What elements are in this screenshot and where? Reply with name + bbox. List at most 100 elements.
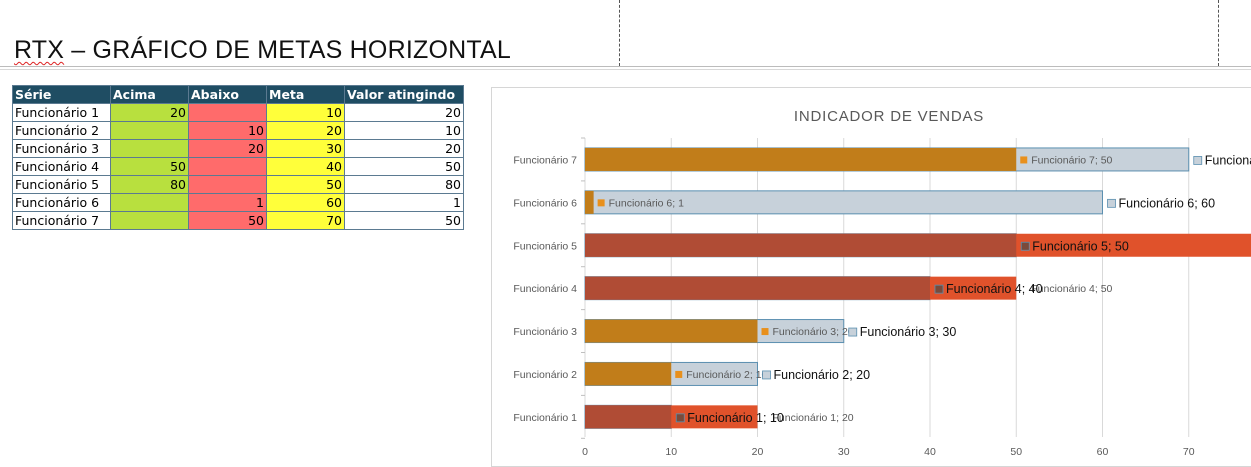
x-tick-label: 20 (752, 446, 764, 458)
data-label-large: Funcionário 2; 20 (774, 368, 871, 382)
serie-cell: Funcionário 4 (12, 157, 111, 176)
data-label-small: Funcionário 6; 1 (609, 197, 684, 209)
abaixo-cell (188, 175, 267, 194)
x-tick-label: 30 (838, 446, 850, 458)
bar-abaixo (585, 147, 1017, 171)
acima-cell: 50 (110, 157, 189, 176)
meta-cell: 30 (266, 139, 345, 158)
chart-title: INDICADOR DE VENDAS (794, 108, 984, 125)
x-tick-label: 0 (582, 446, 588, 458)
serie-cell: Funcionário 6 (12, 193, 111, 212)
data-label-marker (934, 284, 944, 294)
table-row: Funcionário 5 80 50 80 (12, 175, 464, 194)
valor-cell: 1 (344, 193, 464, 212)
data-label-large: Funcionário 3; 30 (860, 325, 957, 339)
data-label-marker (1193, 156, 1203, 165)
x-tick-label: 10 (665, 446, 677, 458)
data-label-marker (848, 327, 858, 337)
data-label-marker (1107, 198, 1116, 208)
bar-abaixo (585, 190, 594, 214)
acima-cell (110, 121, 189, 140)
header-acima: Acima (110, 85, 189, 104)
valor-cell: 10 (344, 121, 464, 140)
acima-cell (110, 193, 189, 212)
table-row: Funcionário 1 20 10 20 (12, 103, 464, 122)
x-tick-label: 40 (924, 446, 936, 458)
data-label-small: Funcionário 1; 20 (773, 412, 854, 424)
abaixo-cell: 1 (188, 193, 267, 212)
data-label-small: Funcionário 4; 50 (1031, 283, 1112, 295)
acima-cell: 80 (110, 175, 189, 194)
data-label-large: Funcionário 7 (1205, 153, 1251, 167)
abaixo-cell (188, 157, 267, 176)
header-serie: Série (12, 85, 111, 104)
table-row: Funcionário 6 1 60 1 (12, 193, 464, 212)
table-row: Funcionário 4 50 40 50 (12, 157, 464, 176)
valor-cell: 50 (344, 157, 464, 176)
table-row: Funcionário 3 20 30 20 (12, 139, 464, 158)
meta-cell: 40 (266, 157, 345, 176)
serie-cell: Funcionário 3 (12, 139, 111, 158)
data-label-large: Funcionário 1; 10 (687, 411, 784, 425)
meta-cell: 50 (266, 175, 345, 194)
acima-cell (110, 139, 189, 158)
category-label: Funcionário 4 (513, 283, 577, 295)
bar-valor-atingindo (585, 233, 1017, 257)
serie-cell: Funcionário 2 (12, 121, 111, 140)
table-row: Funcionário 7 50 70 50 (12, 211, 464, 230)
acima-cell: 20 (110, 103, 189, 122)
abaixo-cell: 20 (188, 139, 267, 158)
data-label-marker (762, 370, 771, 380)
header-valor: Valor atingindo (344, 85, 464, 104)
category-label: Funcionário 1 (513, 412, 577, 424)
meta-cell: 10 (266, 103, 345, 122)
header-abaixo: Abaixo (188, 85, 267, 104)
x-tick-label: 70 (1183, 446, 1195, 458)
data-label-marker (675, 413, 685, 423)
bar-abaixo (585, 319, 758, 343)
bar-valor-atingindo (585, 276, 930, 300)
valor-cell: 80 (344, 175, 464, 194)
valor-cell: 50 (344, 211, 464, 230)
goals-table: Série Acima Abaixo Meta Valor atingindo … (12, 85, 464, 230)
bar-chart: INDICADOR DE VENDAS 0 10 20 30 40 50 60 70 Funci… (513, 108, 1251, 458)
abaixo-cell: 50 (188, 211, 267, 230)
page-break-line (619, 0, 620, 66)
table-header-row: Série Acima Abaixo Meta Valor atingindo (12, 85, 464, 104)
data-label-large: Funcionário 4; 40 (946, 282, 1043, 296)
data-label-large: Funcionário 5; 50 (1032, 239, 1129, 253)
valor-cell: 20 (344, 103, 464, 122)
data-label-marker (1020, 156, 1028, 164)
x-tick-label: 60 (1097, 446, 1109, 458)
category-label: Funcionário 5 (513, 240, 577, 252)
header-meta: Meta (266, 85, 345, 104)
bar-abaixo (585, 362, 672, 386)
abaixo-cell: 10 (188, 121, 267, 140)
table-row: Funcionário 2 10 20 10 (12, 121, 464, 140)
serie-cell: Funcionário 7 (12, 211, 111, 230)
acima-cell (110, 211, 189, 230)
category-label: Funcionário 3 (513, 326, 577, 338)
data-label-small: Funcionário 3; 20 (773, 326, 854, 338)
data-label-marker (761, 328, 769, 336)
category-label: Funcionário 2 (513, 369, 577, 381)
meta-cell: 70 (266, 211, 345, 230)
page-title: RTX – GRÁFICO DE METAS HORIZONTAL (14, 36, 511, 65)
meta-cell: 60 (266, 193, 345, 212)
data-label-large: Funcionário 6; 60 (1119, 196, 1216, 210)
x-tick-label: 50 (1010, 446, 1022, 458)
data-label-small: Funcionário 2; 10 (686, 369, 767, 381)
data-label-marker (1020, 241, 1030, 251)
category-label: Funcionário 7 (513, 154, 577, 166)
header-rule-secondary (0, 69, 1251, 70)
data-label-marker (597, 199, 605, 207)
data-label-marker (675, 370, 683, 378)
chart-area[interactable]: INDICADOR DE VENDAS 0 10 20 30 40 50 60 70 Funci… (491, 87, 1251, 467)
serie-cell: Funcionário 1 (12, 103, 111, 122)
page-break-line (1218, 0, 1219, 66)
abaixo-cell (188, 103, 267, 122)
data-label-small: Funcionário 7; 50 (1031, 154, 1112, 166)
page-title-rest: – GRÁFICO DE METAS HORIZONTAL (64, 36, 511, 64)
meta-cell: 20 (266, 121, 345, 140)
page-title-rtx: RTX (14, 36, 65, 64)
